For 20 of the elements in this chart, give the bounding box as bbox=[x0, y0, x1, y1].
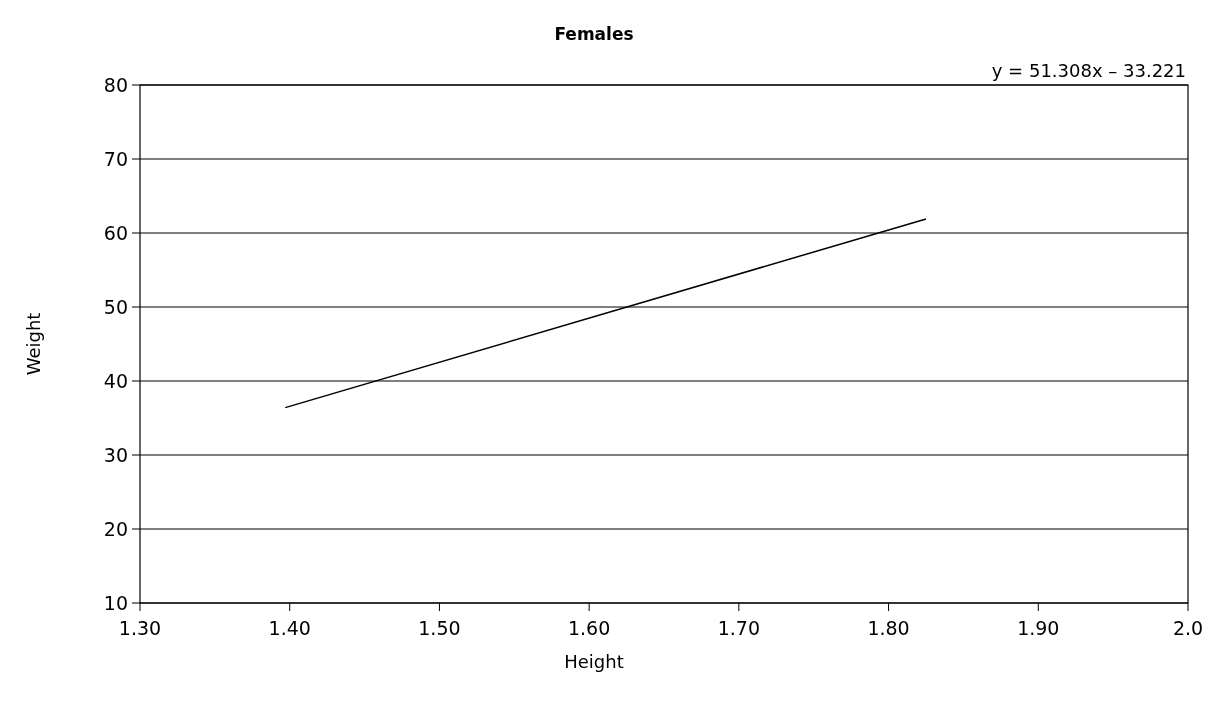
x-tick-label: 1.40 bbox=[268, 617, 311, 639]
y-tick-label: 80 bbox=[103, 74, 128, 96]
x-tick-label: 2.0 bbox=[1172, 617, 1204, 639]
chart-title: Females bbox=[554, 24, 634, 44]
x-axis-title: Height bbox=[564, 651, 624, 672]
text: y = 51.308x – 33.221 bbox=[991, 60, 1186, 81]
y-axis-title: Weight bbox=[23, 312, 44, 376]
y-tick-label: 40 bbox=[103, 370, 128, 392]
y-tick-label: 70 bbox=[103, 148, 128, 170]
y-tick-label: 30 bbox=[103, 444, 128, 466]
x-tick-label: 1.50 bbox=[418, 617, 461, 639]
y-tick-label: 20 bbox=[103, 518, 128, 540]
y-tick-label: 60 bbox=[103, 222, 128, 244]
y-tick-label: 50 bbox=[103, 296, 128, 318]
x-tick-label: 1.60 bbox=[567, 617, 611, 639]
x-tick-label: 1.80 bbox=[867, 617, 910, 639]
y-tick-label: 10 bbox=[103, 592, 128, 614]
x-tick-label: 1.70 bbox=[717, 617, 761, 639]
x-tick-label: 1.90 bbox=[1017, 617, 1060, 639]
x-tick-label: 1.30 bbox=[118, 617, 162, 639]
